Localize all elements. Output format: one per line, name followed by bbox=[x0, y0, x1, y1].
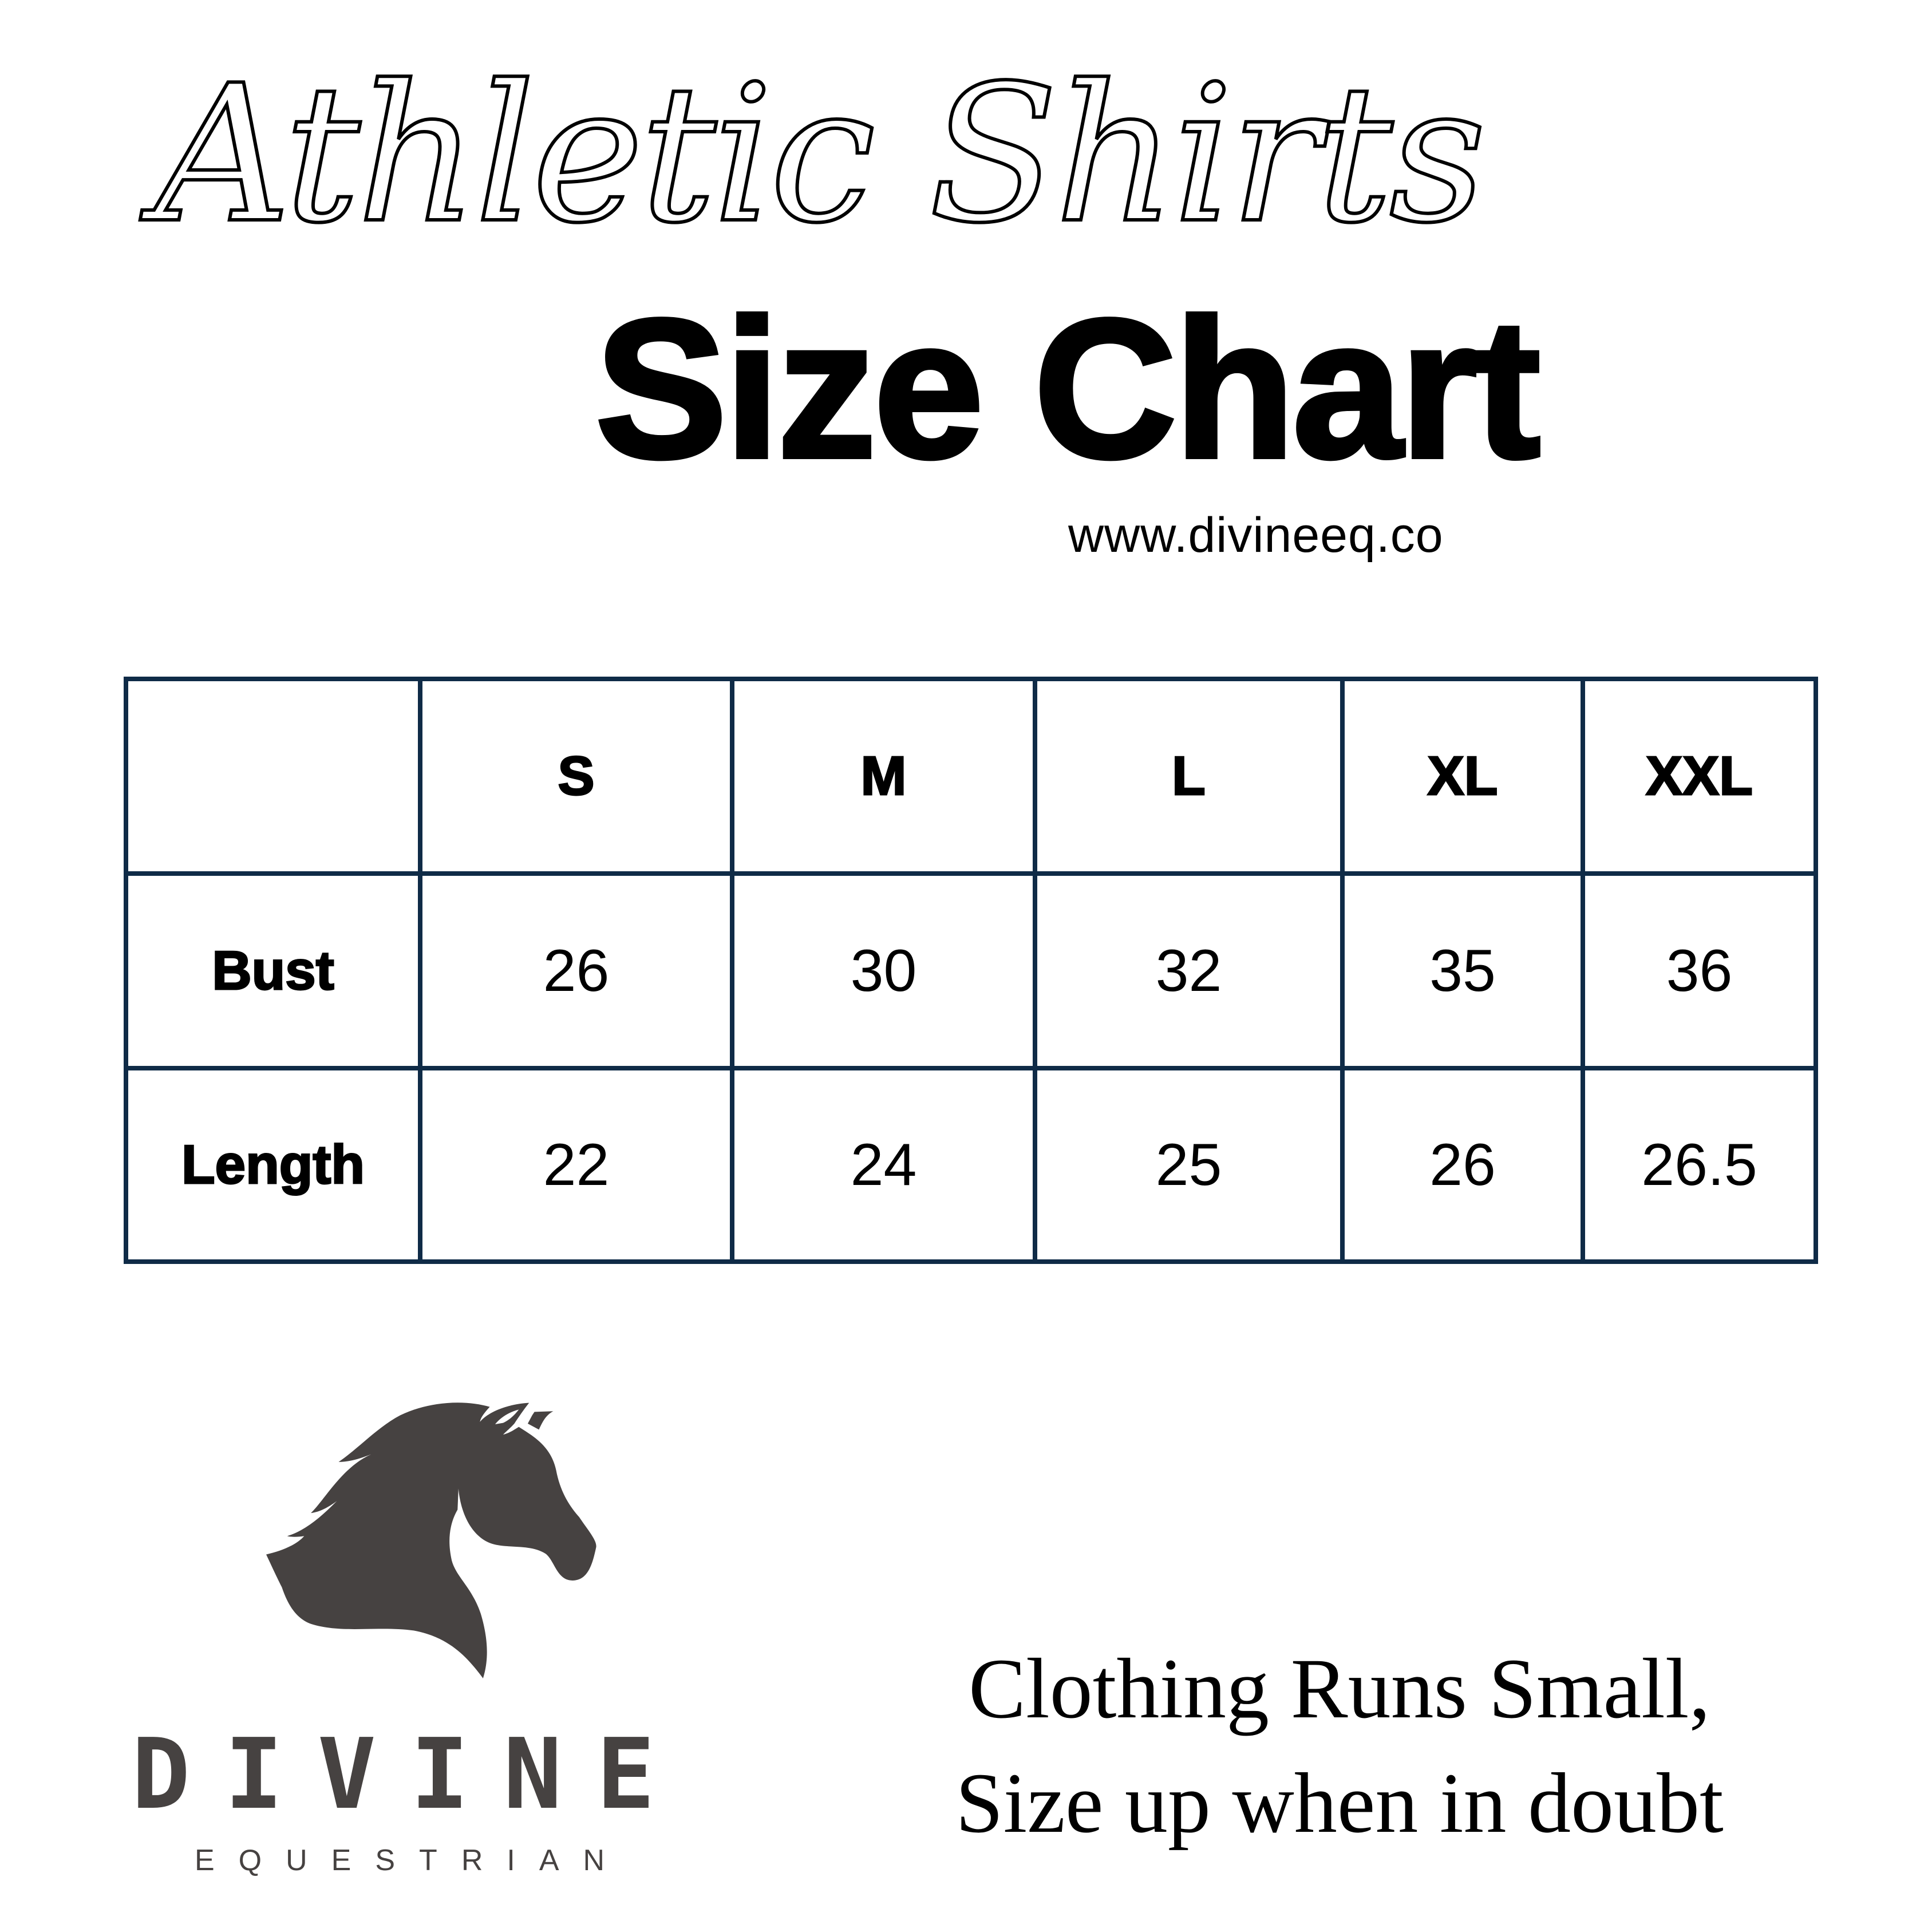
table-divider bbox=[730, 677, 734, 1264]
page-title: Size Chart bbox=[593, 279, 1543, 499]
table-divider bbox=[124, 871, 1818, 876]
website-url: www.divineeq.co bbox=[1068, 508, 1444, 563]
table-border bbox=[124, 1259, 1818, 1264]
table-divider bbox=[1581, 677, 1585, 1264]
sizing-note-line1: Clothing Runs Small, bbox=[968, 1641, 1711, 1736]
table-divider bbox=[1033, 677, 1037, 1264]
table-border bbox=[1814, 677, 1818, 1264]
table-cell: 26 bbox=[543, 937, 610, 1004]
table-cell: 24 bbox=[850, 1131, 917, 1198]
column-header-l: L bbox=[1171, 745, 1207, 808]
table-cell: 26.5 bbox=[1641, 1131, 1757, 1198]
row-label-bust: Bust bbox=[211, 939, 335, 1002]
horse-head-icon bbox=[266, 1402, 596, 1678]
table-divider bbox=[124, 1066, 1818, 1070]
brand-name: DIVINE bbox=[132, 1718, 690, 1831]
column-header-xxl: XXL bbox=[1645, 745, 1754, 808]
column-header-s: S bbox=[557, 745, 595, 808]
brand-subtitle: EQUESTRIAN bbox=[195, 1844, 629, 1877]
size-table: S M L XL XXL Bust 26 30 32 35 36 Length … bbox=[124, 677, 1818, 1264]
table-cell: 35 bbox=[1429, 937, 1496, 1004]
row-label-length: Length bbox=[181, 1133, 366, 1196]
table-cell: 36 bbox=[1666, 937, 1733, 1004]
table-divider bbox=[1340, 677, 1345, 1264]
column-header-m: M bbox=[860, 745, 907, 808]
script-title: Athletic Shirts bbox=[153, 43, 1488, 266]
sizing-note-line2: Size up when in doubt bbox=[955, 1756, 1724, 1851]
table-divider bbox=[418, 677, 422, 1264]
column-header-xl: XL bbox=[1427, 745, 1499, 808]
table-cell: 26 bbox=[1429, 1131, 1496, 1198]
sizing-note: Clothing Runs Small, Size up when in dou… bbox=[893, 1631, 1786, 1860]
table-border bbox=[124, 677, 128, 1264]
table-cell: 30 bbox=[850, 937, 917, 1004]
table-cell: 22 bbox=[543, 1131, 610, 1198]
table-cell: 25 bbox=[1155, 1131, 1222, 1198]
table-border bbox=[124, 677, 1818, 681]
table-cell: 32 bbox=[1155, 937, 1222, 1004]
